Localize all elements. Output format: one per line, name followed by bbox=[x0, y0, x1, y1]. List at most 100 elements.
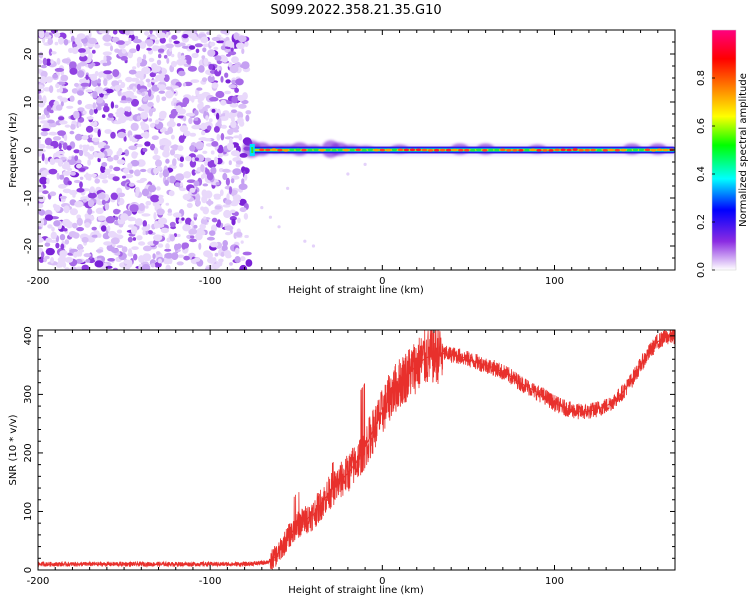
heatmap-noise-cell bbox=[181, 217, 185, 221]
heatmap-noise-cell bbox=[162, 169, 170, 178]
signal-hotspot bbox=[409, 148, 416, 152]
heatmap-noise-cell bbox=[202, 183, 209, 187]
heatmap-noise-cell bbox=[157, 258, 162, 264]
signal-hotspot bbox=[602, 149, 608, 152]
heatmap-noise-cell bbox=[157, 48, 165, 53]
heatmap-noise-cell bbox=[193, 257, 201, 262]
heatmap-noise-cell bbox=[180, 55, 186, 60]
heatmap-noise-cell bbox=[172, 97, 177, 103]
heatmap-noise-cell bbox=[110, 101, 115, 109]
heatmap-noise-cell bbox=[187, 65, 197, 72]
heatmap-noise-cell bbox=[200, 122, 207, 131]
heatmap-noise-cell bbox=[239, 256, 246, 262]
heatmap-noise-cell bbox=[164, 248, 172, 252]
signal-hotspot bbox=[331, 149, 337, 152]
heatmap-noise-cell bbox=[203, 138, 212, 142]
heatmap-noise-cell bbox=[165, 43, 174, 49]
heatmap-noise-cell bbox=[94, 257, 98, 261]
heatmap-noise-cell bbox=[51, 51, 57, 55]
x-tick-label: 100 bbox=[545, 576, 564, 587]
heatmap-noise-cell bbox=[95, 207, 104, 214]
heatmap-noise-cell bbox=[179, 156, 184, 162]
heatmap-noise-cell bbox=[113, 166, 121, 172]
heatmap-noise-cell bbox=[210, 209, 220, 215]
heatmap-noise-cell bbox=[79, 176, 84, 180]
heatmap-noise-cell bbox=[103, 42, 112, 47]
heatmap-x-axis-label: Height of straight line (km) bbox=[288, 285, 424, 296]
heatmap-noise-cell bbox=[38, 84, 44, 90]
heatmap-noise-cell bbox=[225, 111, 229, 119]
heatmap-noise-cell bbox=[110, 131, 116, 139]
heatmap-y-ticks: -20 -10 0 10 20 bbox=[23, 29, 675, 271]
colorbar-tick-label: 0.4 bbox=[696, 166, 707, 182]
heatmap-noise-cell bbox=[153, 220, 160, 229]
heatmap-noise-cell bbox=[190, 220, 195, 227]
heatmap-noise-cell bbox=[81, 134, 89, 141]
heatmap-noise-cell bbox=[151, 135, 159, 140]
heatmap-noise-cell bbox=[88, 145, 95, 152]
heatmap-noise-cell bbox=[214, 205, 222, 210]
heatmap-noise-cell bbox=[179, 163, 184, 168]
heatmap-noise-cell bbox=[209, 41, 216, 47]
signal-hotspot bbox=[656, 148, 663, 152]
heatmap-noise-cell bbox=[220, 251, 225, 257]
heatmap-noise-cell bbox=[158, 84, 166, 91]
heatmap-noise-cell bbox=[74, 155, 79, 161]
signal-hotspot bbox=[626, 148, 633, 152]
heatmap-noise-cell bbox=[193, 109, 199, 116]
heatmap-noise-cell bbox=[59, 195, 67, 200]
heatmap-noise-cell bbox=[136, 83, 141, 91]
heatmap-noise-cell bbox=[219, 189, 224, 196]
heatmap-noise-cell bbox=[91, 137, 100, 142]
heatmap-noise-cell bbox=[127, 106, 132, 113]
heatmap-noise-cell bbox=[205, 115, 209, 121]
colorbar: 0.0 0.2 0.4 0.6 0.8 Normalized spectral ampl… bbox=[696, 29, 749, 278]
heatmap-noise-cell bbox=[190, 95, 195, 103]
signal-hotspot bbox=[596, 149, 602, 152]
heatmap-noise-cell bbox=[146, 47, 152, 51]
heatmap-noise-cell bbox=[53, 220, 61, 227]
heatmap-noise-cell bbox=[101, 162, 108, 167]
heatmap-noise-cell bbox=[177, 145, 184, 152]
signal-hotspot bbox=[560, 148, 566, 152]
heatmap-noise-cell bbox=[136, 44, 141, 52]
heatmap-noise-cell bbox=[96, 105, 102, 111]
signal-hotspot bbox=[319, 149, 325, 152]
heatmap-noise-cell bbox=[119, 100, 129, 104]
heatmap-noise-cell bbox=[130, 226, 138, 235]
heatmap-noise-cell bbox=[208, 230, 216, 236]
heatmap-noise-cell bbox=[207, 125, 212, 131]
heatmap-noise-cell bbox=[206, 172, 214, 181]
heatmap-noise-cell bbox=[50, 59, 54, 64]
signal-hotspot bbox=[283, 149, 289, 152]
x-tick-label: -200 bbox=[27, 576, 50, 587]
colorbar-tick-label: 0.6 bbox=[696, 118, 707, 134]
heatmap-noise-cell bbox=[38, 138, 41, 146]
heatmap-noise-cell bbox=[147, 82, 152, 88]
heatmap-noise-cell bbox=[59, 250, 68, 257]
heatmap-noise-cells bbox=[38, 30, 367, 270]
heatmap-noise-cell bbox=[80, 82, 90, 87]
heatmap-noise-cell bbox=[142, 220, 147, 228]
heatmap-noise-cell bbox=[201, 230, 206, 236]
heatmap-noise-cell bbox=[40, 64, 47, 69]
heatmap-noise-cell bbox=[188, 45, 196, 50]
heatmap-noise-cell bbox=[196, 87, 203, 91]
heatmap-noise-cell bbox=[49, 109, 54, 114]
heatmap-noise-cell bbox=[195, 193, 201, 202]
heatmap-noise-cell bbox=[63, 205, 70, 214]
heatmap-noise-cell bbox=[203, 57, 209, 66]
heatmap-noise-cell bbox=[67, 180, 72, 186]
heatmap-noise-cell bbox=[86, 144, 90, 150]
heatmap-noise-cell bbox=[38, 51, 44, 59]
heatmap-noise-cell bbox=[69, 189, 78, 196]
heatmap-noise-cell bbox=[91, 226, 97, 231]
heatmap-noise-cell bbox=[157, 243, 164, 248]
heatmap-noise-cell bbox=[244, 41, 249, 47]
heatmap-noise-cell bbox=[85, 74, 89, 80]
heatmap-noise-cell bbox=[202, 43, 210, 48]
heatmap-noise-cell bbox=[101, 199, 106, 205]
heatmap-noise-cell bbox=[90, 62, 96, 67]
heatmap-noise-cell bbox=[44, 31, 50, 38]
heatmap-noise-cell bbox=[234, 247, 240, 255]
